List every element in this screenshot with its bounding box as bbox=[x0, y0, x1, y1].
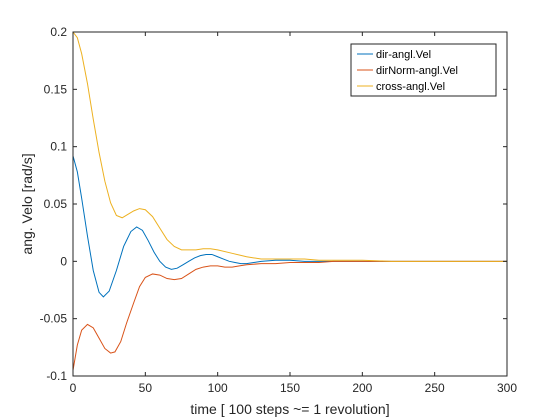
legend-label-2: dirNorm-angl.Vel bbox=[376, 65, 458, 77]
y-tick-label: 0 bbox=[60, 254, 67, 268]
legend-label-1: dir-angl.Vel bbox=[376, 49, 431, 61]
x-tick-label: 200 bbox=[352, 381, 372, 395]
legend-label-3: cross-angl.Vel bbox=[376, 81, 445, 93]
x-tick-label: 300 bbox=[497, 381, 517, 395]
x-axis-label: time [ 100 steps ~= 1 revolution] bbox=[190, 401, 389, 417]
legend-box bbox=[350, 43, 497, 97]
x-tick-label: 150 bbox=[280, 381, 300, 395]
x-tick-label: 0 bbox=[70, 381, 77, 395]
x-tick-label: 100 bbox=[208, 381, 228, 395]
x-tick-label: 250 bbox=[425, 381, 445, 395]
y-tick-label: 0.15 bbox=[44, 82, 68, 96]
legend: dir-angl.Vel dirNorm-angl.Vel cross-angl.V… bbox=[350, 43, 497, 97]
y-tick-label: 0.1 bbox=[50, 140, 67, 154]
series-line-2 bbox=[72, 260, 507, 371]
y-tick-label: -0.1 bbox=[46, 369, 67, 383]
series-layer bbox=[72, 31, 507, 371]
y-axis-label: ang. Velo [rad/s] bbox=[19, 153, 35, 254]
series-line-1 bbox=[72, 155, 507, 298]
y-tick-label: -0.05 bbox=[40, 312, 68, 326]
y-tick-label: 0.05 bbox=[44, 197, 68, 211]
x-tick-label: 50 bbox=[139, 381, 153, 395]
series-line-3 bbox=[72, 31, 507, 262]
y-tick-label: 0.2 bbox=[50, 25, 67, 39]
ticks-layer: 0 50 100 150 200 250 300 -0.1 -0.05 0 0.05 0.1 0.15 0… bbox=[40, 25, 518, 395]
